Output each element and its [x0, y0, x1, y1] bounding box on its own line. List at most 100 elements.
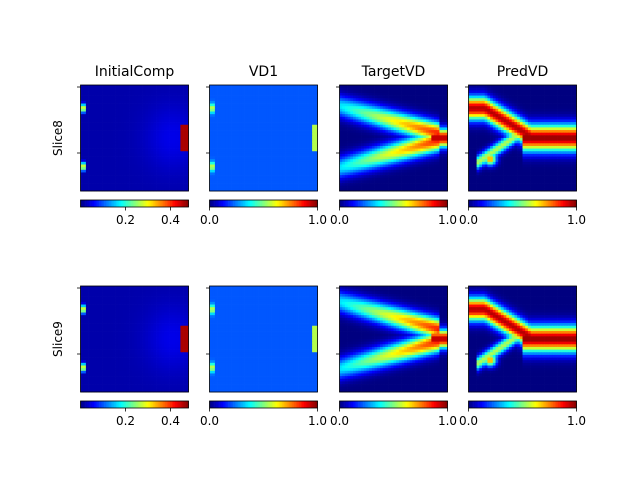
heatmap-cell	[258, 185, 262, 189]
heatmap-cell	[306, 172, 310, 176]
colorbar-step	[253, 200, 256, 207]
heatmap-cell	[396, 156, 400, 160]
heatmap-cell	[185, 169, 189, 173]
heatmap-cell	[220, 87, 224, 91]
heatmap-cell	[239, 127, 243, 131]
heatmap-cell	[241, 159, 245, 163]
heatmap-cell	[374, 140, 378, 144]
heatmap-cell	[231, 87, 235, 91]
heatmap-cell	[344, 188, 348, 192]
heatmap-cell	[409, 98, 413, 102]
heatmap-cell	[393, 177, 397, 181]
heatmap-cell	[172, 185, 176, 189]
heatmap-cell	[158, 169, 162, 173]
heatmap-cell	[110, 122, 114, 126]
heatmap-cell	[258, 132, 262, 136]
heatmap-cell	[183, 145, 187, 149]
heatmap-cell	[164, 135, 168, 139]
colorbar-step	[110, 200, 113, 207]
heatmap-cell	[314, 159, 318, 163]
heatmap-cell	[110, 185, 114, 189]
heatmap-cells	[80, 85, 189, 192]
heatmap-cell	[233, 135, 237, 139]
heatmap-cell	[241, 164, 245, 168]
heatmap-cell	[255, 111, 259, 115]
heatmap-cell	[415, 85, 419, 88]
heatmap-cell	[309, 87, 313, 91]
heatmap-cell	[129, 106, 133, 110]
heatmap-cell	[185, 103, 189, 107]
heatmap-cell	[260, 140, 264, 144]
heatmap-cell	[180, 108, 184, 112]
heatmap-cell	[377, 140, 381, 144]
heatmap-cell	[282, 153, 286, 157]
heatmap-cell	[436, 159, 440, 163]
heatmap-cell	[129, 130, 133, 134]
heatmap-cell	[347, 95, 351, 99]
heatmap-cell	[401, 87, 405, 91]
heatmap-cell	[223, 95, 227, 99]
heatmap-cell	[369, 95, 373, 99]
heatmap-cell	[277, 111, 281, 115]
heatmap-cell	[123, 161, 127, 165]
heatmap-cell	[85, 161, 89, 165]
heatmap-cell	[442, 124, 446, 128]
heatmap-cell	[131, 103, 135, 107]
heatmap-cell	[382, 169, 386, 173]
heatmap-cell	[180, 183, 184, 187]
heatmap-cell	[118, 167, 122, 171]
heatmap-cell	[355, 119, 359, 123]
heatmap-cell	[121, 114, 125, 118]
heatmap-cell	[123, 164, 127, 168]
heatmap-cell	[83, 95, 87, 99]
heatmap-cell	[355, 100, 359, 104]
heatmap-cell	[407, 108, 411, 112]
heatmap-cell	[298, 167, 302, 171]
heatmap-cell	[172, 135, 176, 139]
heatmap-cell	[212, 143, 216, 147]
colorbar-step	[117, 200, 120, 207]
heatmap-cell	[309, 161, 313, 165]
heatmap-cell	[355, 130, 359, 134]
heatmap-cell	[312, 180, 316, 184]
heatmap-cell	[96, 92, 100, 96]
heatmap-cell	[244, 138, 248, 141]
colorbar-step	[354, 200, 357, 207]
heatmap-cell	[371, 114, 375, 118]
heatmap-cell	[287, 111, 291, 115]
heatmap-cell	[423, 92, 427, 96]
heatmap-cell	[344, 180, 348, 184]
heatmap-cell	[183, 183, 187, 187]
heatmap-cell	[250, 103, 254, 107]
heatmap-cell	[371, 159, 375, 163]
heatmap-cell	[148, 85, 152, 88]
heatmap-cell	[217, 172, 221, 176]
heatmap-cell	[112, 119, 116, 123]
heatmap-cell	[83, 132, 87, 136]
heatmap-cell	[339, 124, 343, 128]
heatmap-cell	[339, 185, 343, 189]
heatmap-cell	[293, 108, 297, 112]
heatmap-cell	[415, 114, 419, 118]
colorbar-step	[231, 200, 234, 207]
heatmap-cell	[233, 130, 237, 134]
heatmap-cell	[279, 106, 283, 110]
heatmap-cell	[233, 156, 237, 160]
heatmap-cell	[380, 114, 384, 118]
heatmap-cell	[293, 164, 297, 168]
heatmap-cell	[99, 124, 103, 128]
heatmap-cell	[279, 85, 283, 88]
heatmap-cell	[217, 130, 221, 134]
heatmap-cell	[306, 114, 310, 118]
heatmap-cell	[263, 183, 267, 187]
heatmap-cell	[361, 98, 365, 102]
heatmap-cell	[353, 138, 357, 141]
heatmap-cell	[263, 122, 267, 126]
heatmap-cell	[423, 98, 427, 102]
heatmap-cell	[287, 161, 291, 165]
heatmap-cell	[223, 138, 227, 141]
heatmap-cell	[396, 90, 400, 94]
heatmap-cell	[268, 151, 272, 155]
heatmap-cell	[145, 151, 149, 155]
heatmap-cell	[164, 106, 168, 110]
